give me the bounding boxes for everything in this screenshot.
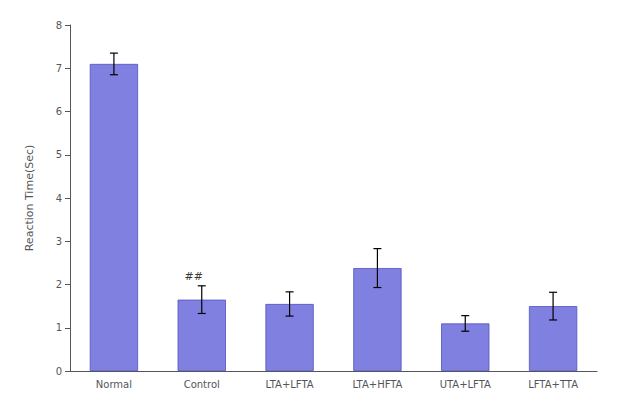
- svg-text:LFTA+TTA: LFTA+TTA: [528, 379, 578, 390]
- svg-text:LTA+HFTA: LTA+HFTA: [352, 379, 402, 390]
- svg-text:5: 5: [56, 149, 62, 160]
- svg-text:Normal: Normal: [96, 379, 132, 390]
- svg-text:2: 2: [56, 279, 62, 290]
- svg-text:3: 3: [56, 236, 62, 247]
- svg-text:1: 1: [56, 322, 62, 333]
- svg-text:Control: Control: [184, 379, 220, 390]
- svg-text:6: 6: [56, 106, 62, 117]
- svg-text:LTA+LFTA: LTA+LFTA: [266, 379, 314, 390]
- svg-text:7: 7: [56, 63, 62, 74]
- svg-text:4: 4: [56, 193, 62, 204]
- svg-text:UTA+LFTA: UTA+LFTA: [440, 379, 491, 390]
- svg-text:8: 8: [56, 20, 62, 31]
- svg-text:Reaction Time(Sec): Reaction Time(Sec): [23, 145, 36, 252]
- svg-text:##: ##: [185, 270, 203, 283]
- svg-text:0: 0: [56, 366, 62, 377]
